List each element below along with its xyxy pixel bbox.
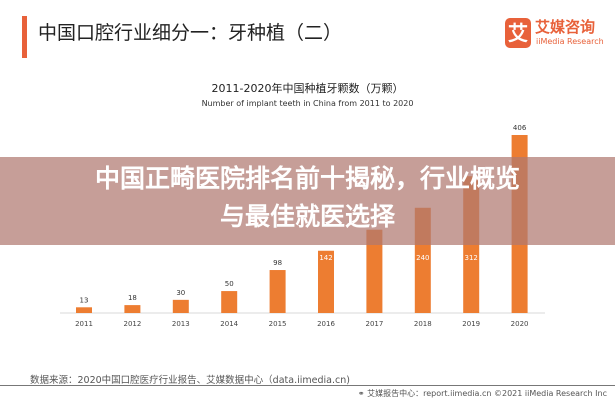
footer-divider [0,385,615,386]
data-source: 数据来源：2020中国口腔医疗行业报告、艾媒数据中心（data.iimedia.… [30,375,350,386]
bar-2015 [269,270,286,313]
data-label-2016: 142 [319,254,332,262]
x-tick-2013: 2013 [172,320,190,328]
data-label-2018: 240 [416,254,429,262]
iimedia-logo: 艾 艾媒咨询 iiMedia Research [505,16,605,56]
data-label-2012: 18 [128,294,137,302]
headline-text: 中国正畸医院排名前十揭秘，行业概览 与最佳就医选择 [0,160,615,236]
x-tick-2020: 2020 [511,320,529,328]
data-label-2020: 406 [513,124,527,132]
x-tick-2015: 2015 [269,320,287,328]
footer: ⚭ 艾媒报告中心：report.iimedia.cn ©2021 iiMedia… [358,388,607,399]
bar-2011 [76,307,92,313]
headline-line-1: 中国正畸医院排名前十揭秘，行业概览 [94,164,520,193]
x-tick-2014: 2014 [220,320,238,328]
x-tick-2017: 2017 [365,320,383,328]
data-label-2015: 98 [273,259,282,267]
bar-2014 [221,291,238,313]
x-tick-2012: 2012 [123,320,141,328]
data-label-2019: 312 [465,254,478,262]
data-label-2014: 50 [225,280,234,288]
data-label-2013: 30 [176,289,185,297]
bar-2016 [318,250,334,313]
page-title: 中国口腔行业细分一：牙种植（二） [38,22,343,44]
bar-2012 [124,305,141,313]
data-label-2011: 13 [80,296,89,304]
x-tick-2019: 2019 [462,320,480,328]
x-tick-2018: 2018 [414,320,432,328]
chart-title: 2011-2020年中国种植牙颗数（万颗） [211,82,404,95]
bar-2017 [366,229,383,313]
logo-name-cn: 艾媒咨询 [535,18,596,36]
logo-mark: 艾 [505,18,531,48]
bar-2013 [172,299,189,313]
footer-text: 艾媒报告中心：report.iimedia.cn ©2021 iiMedia R… [367,389,607,398]
headline-banner [0,157,615,245]
globe-icon: ⚭ [357,389,368,398]
headline-line-2: 与最佳就医选择 [219,202,395,231]
chart-subtitle: Number of implant teeth in China from 20… [201,99,414,108]
logo-name-en: iiMedia Research [536,37,604,46]
x-tick-2011: 2011 [75,320,93,328]
x-tick-2016: 2016 [317,320,335,328]
title-accent-bar [22,16,27,58]
